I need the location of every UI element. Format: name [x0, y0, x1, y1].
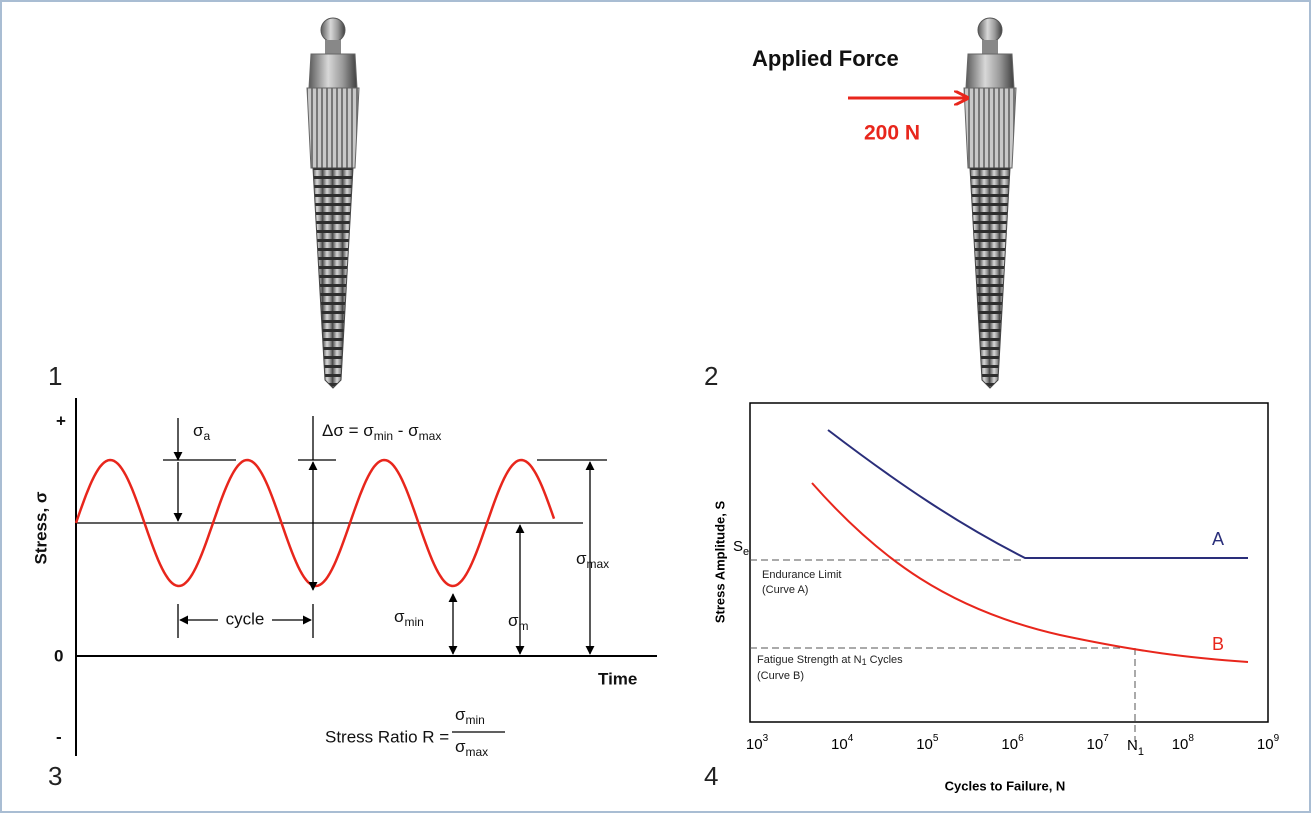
curve-b — [812, 483, 1248, 662]
x-ticks: 103 104 105 106 107 108 109 — [746, 733, 1280, 753]
implant — [964, 18, 1016, 388]
x-tick-label: 109 — [1257, 733, 1280, 753]
implant — [307, 18, 359, 388]
x-tick-label: 106 — [1001, 733, 1024, 753]
cycle-label: cycle — [226, 609, 265, 628]
frame — [1, 1, 1310, 812]
ratio-label: Stress Ratio R = — [325, 727, 449, 746]
x-tick-label: 108 — [1172, 733, 1195, 753]
y-plus: + — [56, 411, 66, 430]
stress-diagram: + 0 - Stress, σ Time σa Δσ = σmin - σmax… — [31, 398, 657, 759]
y-zero: 0 — [54, 646, 63, 665]
figure: 1 Applied Force 200 N 2 + 0 - Stress, σ … — [0, 0, 1311, 813]
x-tick-label: 105 — [916, 733, 939, 753]
n1-label: N1 — [1127, 737, 1144, 758]
y-minus: - — [56, 727, 62, 746]
plot-box — [750, 403, 1268, 722]
x-tick-label: 103 — [746, 733, 769, 753]
sigma-max: σmax — [576, 549, 609, 571]
endurance-note: (Curve A) — [762, 584, 808, 596]
x-label: Cycles to Failure, N — [945, 778, 1066, 793]
force-title: Applied Force — [752, 46, 899, 71]
fatigue-label: Fatigue Strength at N1 Cycles — [757, 654, 903, 667]
y-label: Stress, σ — [31, 491, 50, 564]
endurance-label: Endurance Limit — [762, 569, 842, 581]
x-tick-label: 104 — [831, 733, 854, 753]
se-label: Se — [733, 538, 749, 558]
sigma-a: σa — [193, 421, 211, 443]
curve-a — [828, 430, 1248, 558]
panel-number: 4 — [704, 761, 718, 791]
delta-sigma: Δσ = σmin - σmax — [322, 421, 441, 443]
y-label: Stress Amplitude, S — [712, 501, 727, 624]
ratio-numerator: σmin — [455, 705, 485, 727]
panel-number: 3 — [48, 761, 62, 791]
x-label: Time — [598, 669, 637, 688]
panel-number: 2 — [704, 361, 718, 391]
ratio-denominator: σmax — [455, 737, 488, 759]
panel-number: 1 — [48, 361, 62, 391]
x-tick-label: 107 — [1087, 733, 1110, 753]
sigma-min: σmin — [394, 607, 424, 629]
sigma-m: σm — [508, 611, 529, 633]
force-value: 200 N — [864, 122, 920, 145]
fatigue-note: (Curve B) — [757, 670, 804, 682]
sn-curve: Stress Amplitude, S Cycles to Failure, N… — [712, 403, 1279, 793]
curve-b-label: B — [1212, 634, 1224, 654]
curve-a-label: A — [1212, 529, 1224, 549]
